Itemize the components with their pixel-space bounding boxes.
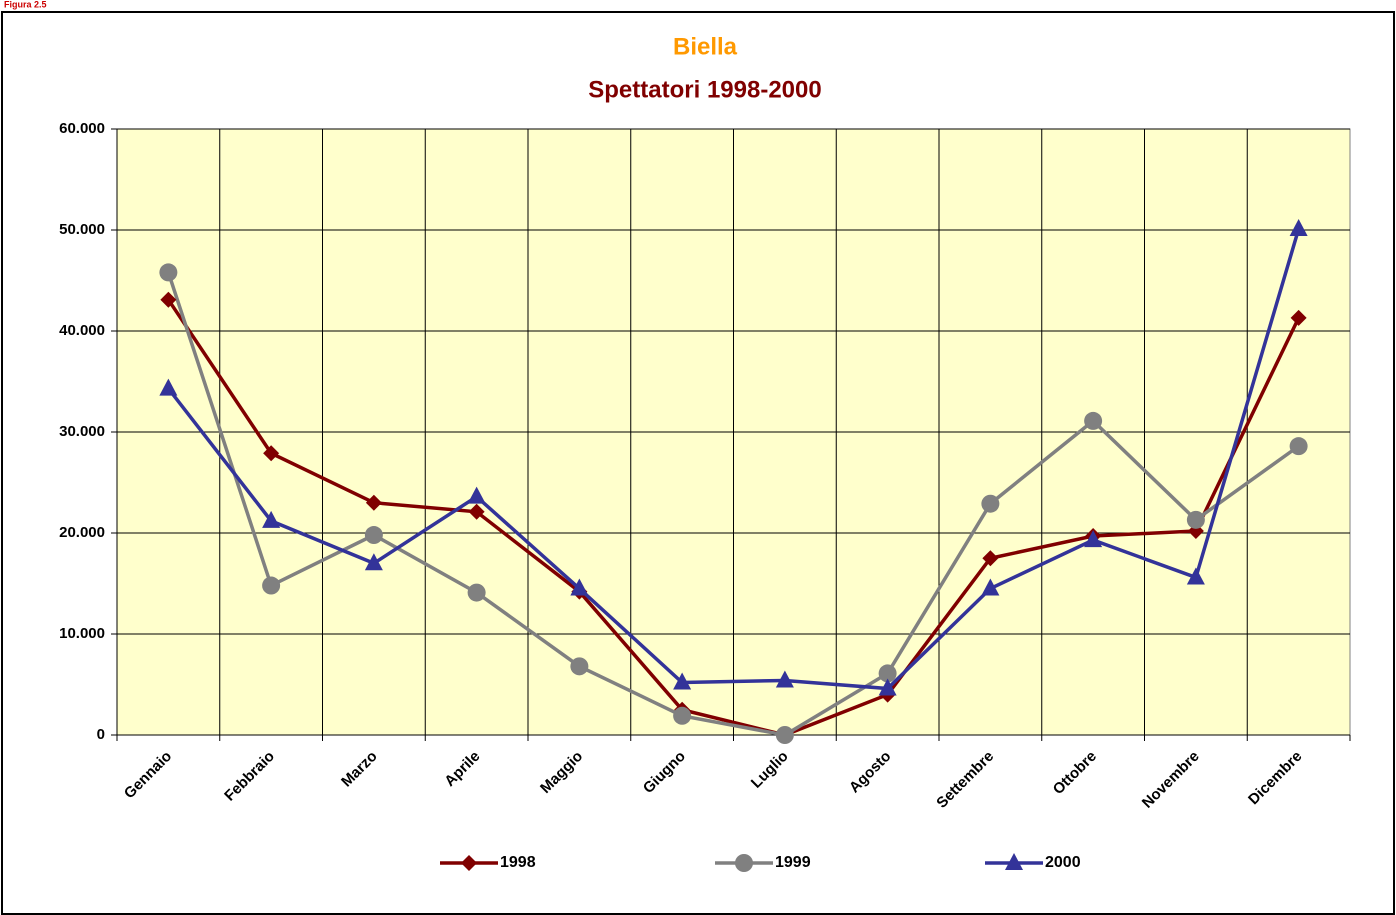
data-point xyxy=(160,291,177,308)
data-point xyxy=(1084,530,1103,548)
y-tick-label: 50.000 xyxy=(59,221,105,238)
data-point xyxy=(467,583,486,602)
series-line xyxy=(166,298,1301,737)
chart-subtitle: Spettatori 1998-2000 xyxy=(588,76,821,103)
y-tick-label: 0 xyxy=(97,726,105,743)
data-point xyxy=(570,578,589,596)
y-tick-label: 60.000 xyxy=(59,120,105,137)
data-point xyxy=(1290,309,1307,326)
data-point xyxy=(364,526,383,545)
data-point xyxy=(364,553,383,571)
data-point xyxy=(775,726,794,744)
data-point xyxy=(570,657,589,676)
y-tick-label: 20.000 xyxy=(59,524,105,541)
data-point xyxy=(159,263,178,282)
legend-marker xyxy=(1005,853,1023,870)
data-point xyxy=(159,378,178,396)
data-point xyxy=(365,494,382,511)
figure-label: Figura 2.5 xyxy=(4,0,47,9)
data-point xyxy=(1289,437,1308,456)
data-point xyxy=(981,494,1000,513)
data-point xyxy=(263,445,280,462)
data-point xyxy=(878,678,897,696)
chart-title: Biella xyxy=(673,33,738,60)
y-tick-label: 10.000 xyxy=(59,625,105,642)
legend-label: 2000 xyxy=(1045,854,1081,871)
data-point xyxy=(467,486,486,504)
data-point xyxy=(1186,567,1205,585)
legend-marker xyxy=(461,855,477,871)
legend-marker xyxy=(735,854,753,872)
y-tick-label: 40.000 xyxy=(59,322,105,339)
data-point xyxy=(775,670,794,688)
data-point xyxy=(468,503,485,520)
series-line xyxy=(166,228,1301,691)
data-point xyxy=(982,550,999,567)
data-point xyxy=(1186,510,1205,529)
data-point xyxy=(1289,218,1308,236)
data-point xyxy=(262,576,281,595)
data-point xyxy=(981,578,1000,596)
legend-label: 1998 xyxy=(500,854,536,871)
data-point xyxy=(878,664,897,683)
series-line xyxy=(166,271,1300,737)
data-point xyxy=(673,706,692,725)
y-tick-label: 30.000 xyxy=(59,423,105,440)
data-point xyxy=(262,510,281,528)
data-point xyxy=(673,672,692,690)
legend-label: 1999 xyxy=(775,854,811,871)
data-point xyxy=(1084,411,1103,430)
